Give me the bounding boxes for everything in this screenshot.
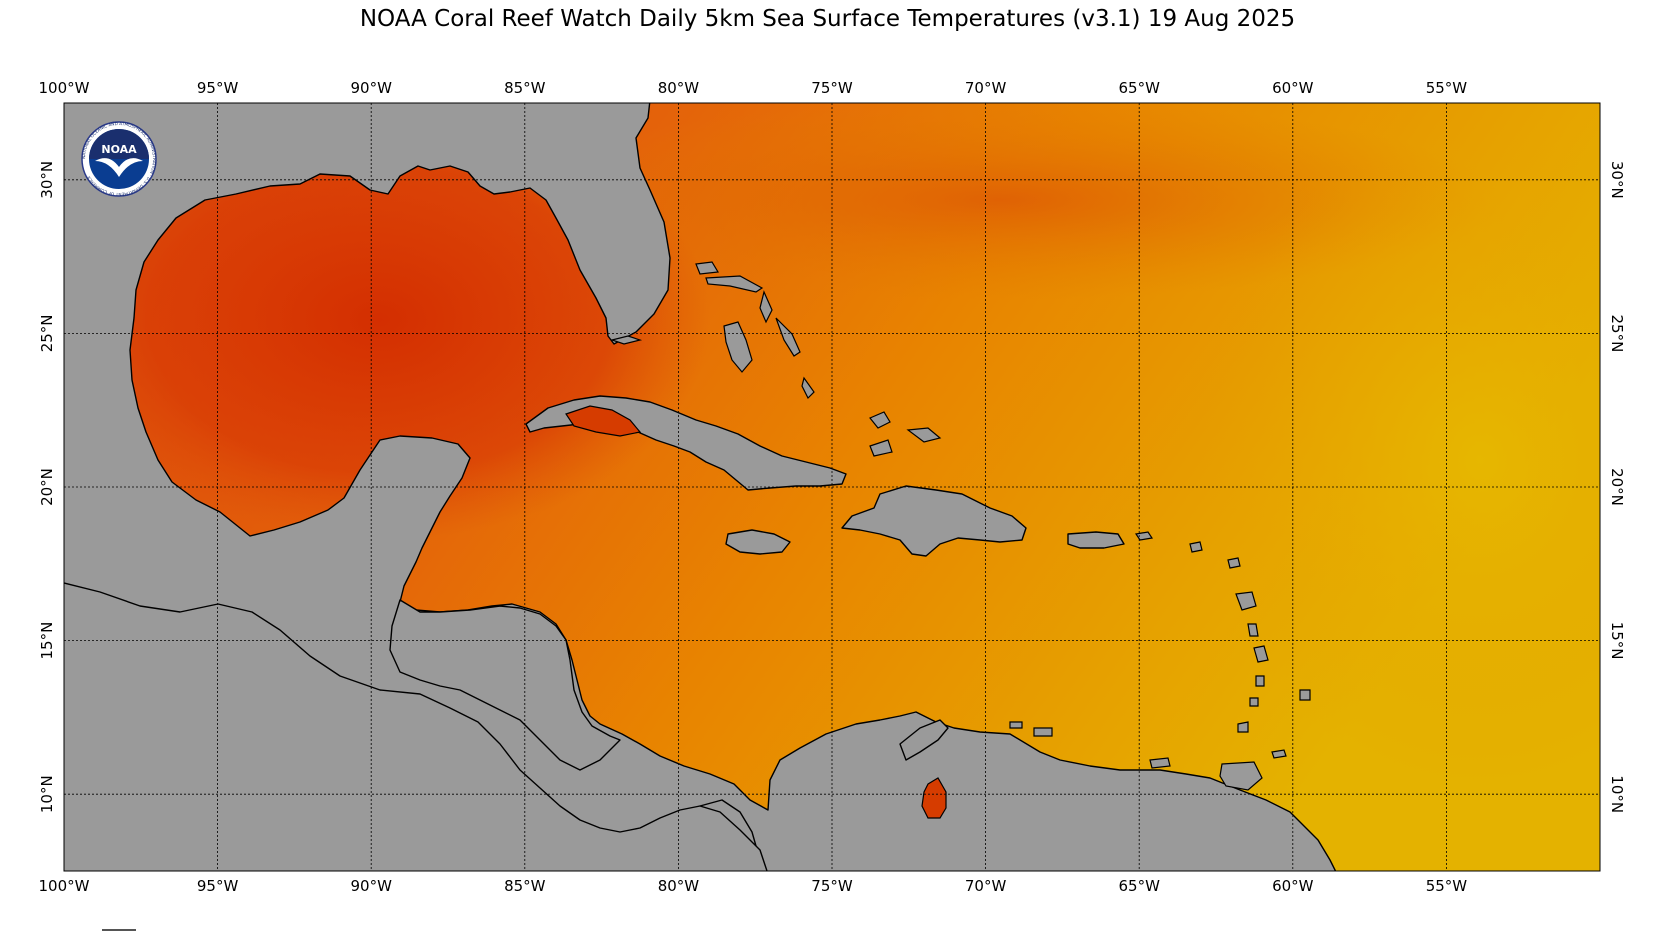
curacao [1033,727,1053,737]
noaa-logo: NOAA NATIONAL OCEANIC AND ATMOSPHERIC AD… [81,121,157,197]
latitude-label: 15°N [1608,622,1626,660]
martinique [1253,645,1269,663]
longitude-label: 65°W [1118,877,1160,895]
jamaica [725,529,791,555]
tobago [1271,749,1287,759]
trinidad [1219,761,1263,791]
latitude-label: 20°N [1608,468,1626,506]
gridlines [64,103,1600,871]
gulf-hot-region [64,103,710,540]
latitude-label: 25°N [1608,314,1626,352]
longitude-label: 95°W [197,877,239,895]
longitude-label: 80°W [658,877,700,895]
central-america-land [64,582,768,871]
latitude-label: 10°N [1608,775,1626,813]
bahamas-bank [695,261,719,275]
latitude-labels-right: 30°N 25°N 20°N 15°N 10°N [1608,161,1626,813]
abaco [759,290,773,324]
grand-bahama [705,275,764,293]
aruba [1009,721,1023,729]
map-title: NOAA Coral Reef Watch Daily 5km Sea Surf… [359,6,1296,32]
puerto-rico [1067,531,1125,549]
lake-maracaibo [921,777,947,819]
latitude-label: 15°N [38,622,56,660]
longitude-label: 85°W [504,877,546,895]
cuba-south-shelf [565,405,642,437]
margarita [1149,757,1171,769]
longitude-label: 55°W [1426,877,1468,895]
map-area [64,103,1600,871]
east-mild-region [1200,130,1600,790]
longitude-labels-top: 100°W 95°W 90°W 85°W 80°W 75°W 70°W 65°W 60°W 55°… [39,79,1468,97]
latitude-label: 20°N [38,468,56,506]
longitude-label: 100°W [39,79,90,97]
latitude-labels-left: 30°N 25°N 20°N 15°N 10°N [38,161,56,813]
acklins [869,411,891,429]
latitude-label: 10°N [38,775,56,813]
south-florida-keys [609,335,643,345]
colorbar-stub [102,929,136,931]
longitude-label: 95°W [197,79,239,97]
noaa-logo-text: NOAA [101,143,137,156]
longitude-label: 70°W [965,79,1007,97]
seagull-icon [95,158,143,177]
antigua [1227,557,1241,569]
longitude-label: 80°W [658,79,700,97]
barbados [1299,689,1311,701]
latitude-label: 25°N [38,314,56,352]
long-island [801,376,815,400]
eleuthera [775,317,801,357]
longitude-label: 65°W [1118,79,1160,97]
longitude-label: 90°W [350,877,392,895]
longitude-label: 100°W [39,877,90,895]
grenada [1237,721,1249,733]
longitude-label: 90°W [350,79,392,97]
dominica [1247,623,1259,637]
virgin-islands [1134,531,1154,541]
longitude-label: 60°W [1272,877,1314,895]
longitude-label: 60°W [1272,79,1314,97]
anguilla [1189,541,1203,553]
longitude-label: 75°W [811,877,853,895]
latitude-label: 30°N [1608,161,1626,199]
longitude-labels-bottom: 100°W 95°W 90°W 85°W 80°W 75°W 70°W 65°W 60°W 55°… [39,877,1468,895]
latitude-label: 30°N [38,161,56,199]
longitude-label: 70°W [965,877,1007,895]
guajira-peninsula [899,719,949,761]
st-lucia [1255,675,1265,687]
longitude-label: 85°W [504,79,546,97]
guadeloupe [1235,591,1257,611]
hispaniola [841,485,1027,557]
yucatan-to-honduras [389,599,621,771]
inagua [869,439,893,457]
st-vincent [1249,697,1259,707]
andros-island [723,321,753,373]
longitude-label: 75°W [811,79,853,97]
longitude-label: 55°W [1426,79,1468,97]
turks-caicos [906,427,942,443]
atlantic-warm-band [500,103,1500,300]
